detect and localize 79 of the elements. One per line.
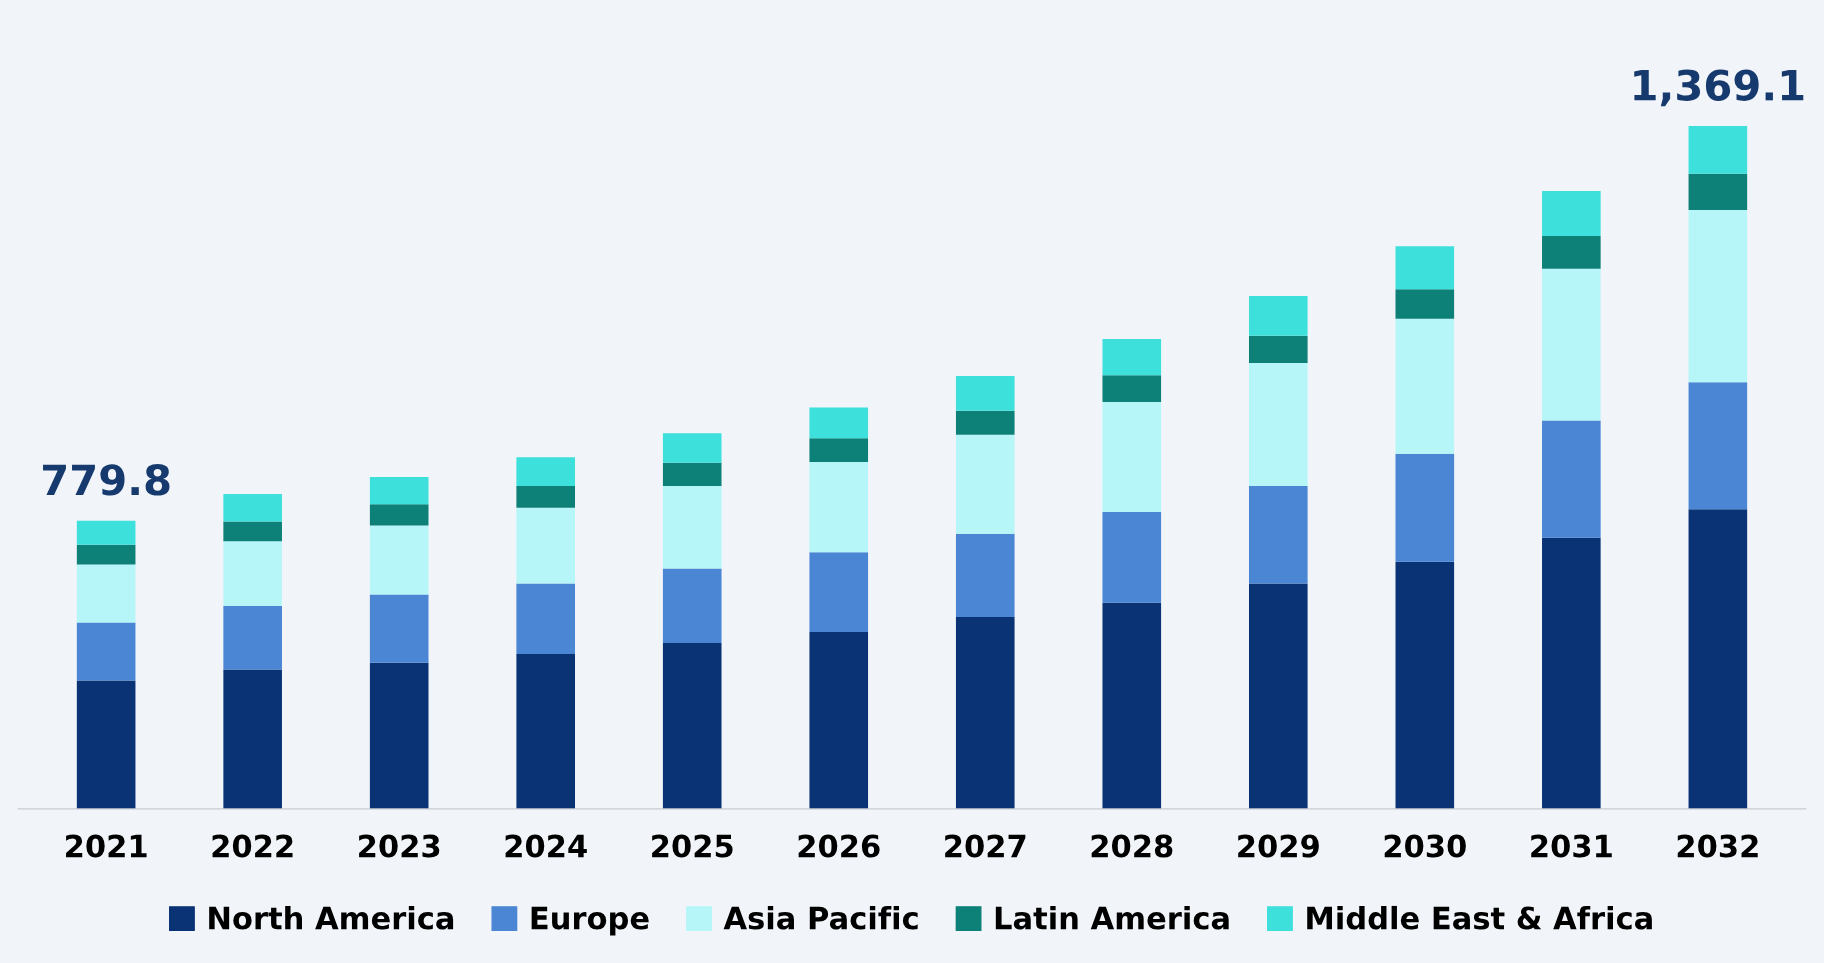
bar bbox=[1688, 509, 1748, 809]
bar bbox=[1102, 375, 1162, 402]
legend-label: North America bbox=[209, 905, 454, 930]
bar bbox=[955, 617, 1015, 809]
bar bbox=[516, 507, 576, 584]
bar bbox=[955, 375, 1015, 411]
bar bbox=[1102, 602, 1162, 809]
bar bbox=[223, 669, 282, 809]
bar bbox=[1395, 561, 1455, 809]
x-tick-label: 2023 bbox=[359, 834, 440, 858]
bar bbox=[809, 462, 869, 553]
bar bbox=[809, 438, 869, 463]
bar bbox=[1688, 210, 1748, 383]
bar bbox=[516, 653, 576, 809]
bar bbox=[1248, 335, 1308, 364]
annotation: 1,369.1 bbox=[1634, 69, 1804, 107]
bar bbox=[1248, 485, 1308, 584]
bar bbox=[369, 504, 429, 526]
bar bbox=[223, 606, 282, 670]
bar bbox=[223, 541, 282, 607]
bar bbox=[1395, 453, 1455, 562]
bar bbox=[369, 525, 429, 595]
bar bbox=[369, 662, 429, 809]
x-tick-label: 2030 bbox=[1384, 834, 1466, 858]
bar bbox=[809, 632, 869, 809]
bar bbox=[516, 583, 576, 654]
bar bbox=[516, 485, 576, 508]
bar bbox=[223, 494, 282, 522]
bar bbox=[516, 457, 576, 486]
bar bbox=[1688, 126, 1748, 174]
x-tick-label: 2025 bbox=[652, 834, 733, 858]
x-tick-label: 2031 bbox=[1531, 834, 1612, 858]
bar bbox=[369, 594, 429, 663]
legend-label: Europe bbox=[531, 906, 649, 936]
x-tick-label: 2029 bbox=[1238, 834, 1319, 858]
bar bbox=[76, 520, 136, 545]
x-tick-label: 2022 bbox=[212, 834, 293, 858]
x-tick-label: 2027 bbox=[945, 834, 1026, 858]
bar bbox=[1248, 583, 1308, 809]
bar bbox=[1102, 339, 1162, 376]
annotation: 779.8 bbox=[43, 464, 170, 496]
bar bbox=[76, 680, 136, 809]
legend-label: Middle East & Africa bbox=[1307, 905, 1652, 930]
bar bbox=[1688, 173, 1748, 211]
bar bbox=[809, 552, 869, 633]
bar bbox=[369, 477, 429, 505]
x-tick-label: 2024 bbox=[505, 834, 587, 858]
x-tick-label: 2032 bbox=[1677, 834, 1758, 858]
bar bbox=[1395, 246, 1455, 290]
bar bbox=[1542, 190, 1601, 237]
bar bbox=[1542, 537, 1601, 809]
x-tick-label: 2028 bbox=[1091, 834, 1173, 858]
x-tick-label: 2021 bbox=[66, 834, 147, 858]
bar bbox=[1542, 236, 1601, 269]
bar bbox=[1542, 420, 1601, 538]
bar bbox=[76, 544, 136, 565]
bar bbox=[1688, 382, 1748, 510]
bar bbox=[809, 407, 869, 439]
bar bbox=[662, 433, 722, 463]
legend-label: Asia Pacific bbox=[723, 905, 918, 930]
bar bbox=[662, 462, 722, 486]
bar bbox=[955, 434, 1015, 534]
bar bbox=[955, 410, 1015, 435]
bar bbox=[662, 642, 722, 809]
x-tick-label: 2026 bbox=[798, 834, 880, 858]
bar bbox=[1102, 401, 1162, 512]
bar bbox=[1102, 511, 1162, 603]
bar bbox=[1248, 363, 1308, 486]
legend-label: Latin America bbox=[995, 905, 1229, 930]
bar bbox=[1395, 318, 1455, 454]
bar bbox=[662, 485, 722, 569]
bar bbox=[223, 521, 282, 542]
bar bbox=[1248, 296, 1308, 336]
bar bbox=[955, 533, 1015, 618]
bar bbox=[1395, 289, 1455, 319]
bar bbox=[1542, 268, 1601, 421]
bar bbox=[76, 622, 136, 681]
bar bbox=[662, 568, 722, 643]
bar bbox=[76, 564, 136, 623]
